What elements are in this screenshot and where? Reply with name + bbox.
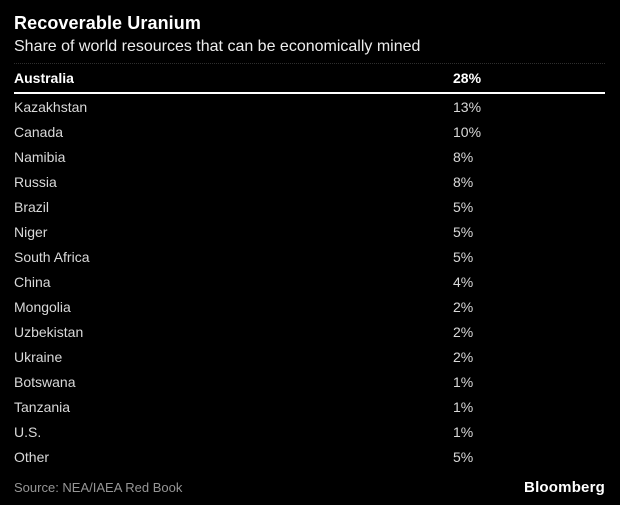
table-row: Botswana 1%: [14, 369, 605, 394]
row-value: 13%: [453, 98, 482, 115]
row-label: China: [14, 273, 51, 290]
row-value: 1%: [453, 423, 474, 440]
row-value: 5%: [453, 248, 474, 265]
row-value: 4%: [453, 273, 474, 290]
row-value: 8%: [453, 173, 474, 190]
page-title: Recoverable Uranium: [14, 13, 201, 33]
resource-share-table: Australia 28% Kazakhstan 13% Canada 10% Namibi…: [14, 63, 605, 469]
row-label: Botswana: [14, 373, 76, 390]
row-value: 5%: [453, 198, 474, 215]
table-row: Ukraine 2%: [14, 344, 605, 369]
row-label: Tanzania: [14, 398, 71, 415]
row-value: 1%: [453, 398, 474, 415]
row-label: Russia: [14, 173, 57, 190]
table-row: Uzbekistan 2%: [14, 319, 605, 344]
page-subtitle: Share of world resources that can be eco…: [14, 38, 421, 55]
row-label: Australia: [14, 70, 74, 86]
row-label: Other: [14, 448, 50, 465]
table-row: Mongolia 2%: [14, 294, 605, 319]
row-label: Canada: [14, 123, 64, 140]
table-row: Brazil 5%: [14, 194, 605, 219]
table-row: Tanzania 1%: [14, 394, 605, 419]
row-label: South Africa: [14, 248, 90, 265]
row-label: Namibia: [14, 148, 66, 165]
bloomberg-logo: Bloomberg: [524, 479, 605, 496]
table-row: U.S. 1%: [14, 419, 605, 444]
table-row: South Africa 5%: [14, 244, 605, 269]
row-label: Ukraine: [14, 348, 63, 365]
table-row: Canada 10%: [14, 119, 605, 144]
row-value: 10%: [453, 123, 482, 140]
row-value: 5%: [453, 448, 474, 465]
row-label: Brazil: [14, 198, 50, 215]
row-label: U.S.: [14, 423, 42, 440]
source-note: Source: NEA/IAEA Red Book: [14, 480, 183, 495]
table-row: China 4%: [14, 269, 605, 294]
table-row: Australia 28%: [14, 64, 605, 94]
table-row: Kazakhstan 13%: [14, 94, 605, 119]
row-label: Kazakhstan: [14, 98, 88, 115]
row-value: 5%: [453, 223, 474, 240]
row-label: Uzbekistan: [14, 323, 84, 340]
row-label: Mongolia: [14, 298, 71, 315]
table-row: Other 5%: [14, 444, 605, 469]
row-value: 2%: [453, 298, 474, 315]
row-value: 28%: [453, 70, 482, 86]
row-value: 8%: [453, 148, 474, 165]
row-value: 2%: [453, 323, 474, 340]
table-row: Namibia 8%: [14, 144, 605, 169]
row-label: Niger: [14, 223, 48, 240]
figure-footer: Source: NEA/IAEA Red Book Bloomberg: [14, 479, 605, 496]
table-row: Niger 5%: [14, 219, 605, 244]
row-value: 1%: [453, 373, 474, 390]
figure-header: Recoverable Uranium Share of world resou…: [14, 12, 605, 57]
table-row: Russia 8%: [14, 169, 605, 194]
row-value: 2%: [453, 348, 474, 365]
